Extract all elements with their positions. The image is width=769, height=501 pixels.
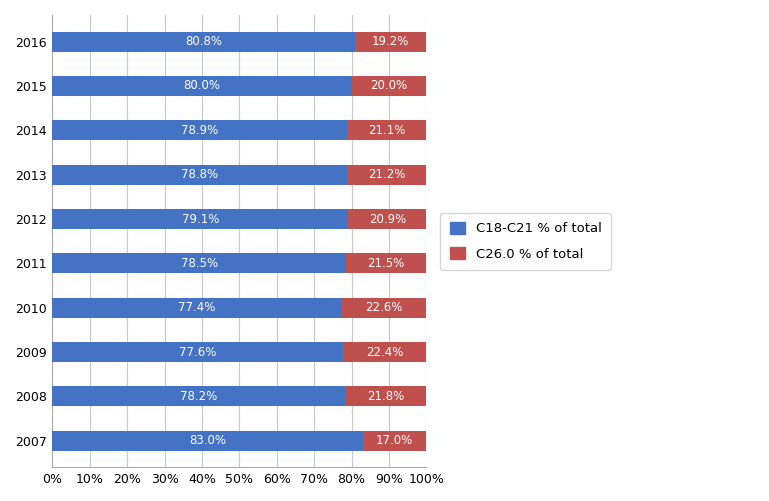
Text: 19.2%: 19.2% [371,35,409,48]
Text: 20.0%: 20.0% [371,80,408,93]
Text: 22.6%: 22.6% [365,301,403,314]
Bar [52,431,363,451]
Text: 21.1%: 21.1% [368,124,405,137]
Text: 83.0%: 83.0% [189,434,226,447]
Bar [52,254,346,274]
Bar [52,342,342,362]
Text: 17.0%: 17.0% [376,434,413,447]
Bar [346,254,426,274]
Text: 80.8%: 80.8% [185,35,222,48]
Text: 21.8%: 21.8% [367,390,404,403]
Bar [345,386,426,406]
Bar [52,76,351,96]
Bar [351,76,426,96]
Text: 78.9%: 78.9% [181,124,218,137]
Text: 78.5%: 78.5% [181,257,218,270]
Bar [348,209,426,229]
Bar [347,165,426,185]
Text: 20.9%: 20.9% [368,212,406,225]
Bar [52,298,342,318]
Bar [342,298,426,318]
Text: 22.4%: 22.4% [366,346,403,359]
Text: 77.6%: 77.6% [179,346,216,359]
Bar [363,431,426,451]
Text: 78.2%: 78.2% [180,390,218,403]
Text: 21.5%: 21.5% [368,257,404,270]
Bar [52,32,355,52]
Bar [52,120,348,140]
Text: 77.4%: 77.4% [178,301,216,314]
Bar [52,386,345,406]
Bar [342,342,426,362]
Text: 21.2%: 21.2% [368,168,405,181]
Legend: C18-C21 % of total, C26.0 % of total: C18-C21 % of total, C26.0 % of total [441,212,611,270]
Bar [355,32,426,52]
Bar [52,209,348,229]
Bar [348,120,426,140]
Text: 79.1%: 79.1% [181,212,219,225]
Text: 78.8%: 78.8% [181,168,218,181]
Bar [52,165,347,185]
Text: 80.0%: 80.0% [184,80,221,93]
